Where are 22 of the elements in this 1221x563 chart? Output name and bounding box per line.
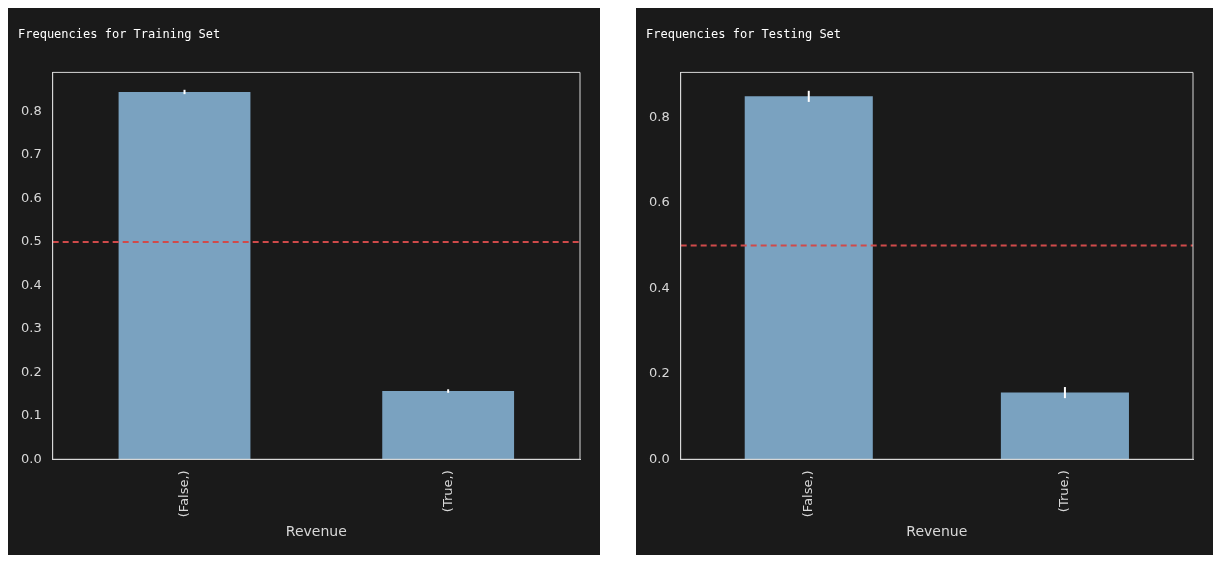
x-axis-title: Revenue (906, 523, 968, 540)
y-tick-label: 0.1 (20, 407, 42, 423)
y-tick-label: 0.2 (20, 363, 42, 379)
x-axis-title: Revenue (285, 523, 347, 540)
y-tick-label: 0.3 (20, 320, 42, 336)
y-tick-label: 0.8 (20, 102, 42, 118)
y-tick-label: 0.5 (20, 233, 42, 249)
y-tick-label: 0.0 (648, 450, 670, 466)
x-tick-label: (True,) (439, 470, 455, 513)
chart-title: Frequencies for Training Set (18, 27, 221, 42)
chart-title: Frequencies for Testing Set (646, 27, 842, 42)
y-tick-label: 0.0 (20, 450, 42, 466)
y-tick-label: 0.8 (648, 108, 670, 124)
x-tick-label: (False,) (175, 470, 191, 518)
y-tick-label: 0.2 (648, 365, 670, 381)
x-tick-label: (True,) (1056, 470, 1072, 513)
x-tick-label: (False,) (800, 470, 816, 518)
y-tick-label: 0.7 (20, 146, 42, 162)
y-tick-label: 0.4 (648, 279, 670, 295)
y-tick-label: 0.4 (20, 276, 42, 292)
y-tick-label: 0.6 (648, 194, 670, 210)
y-tick-label: 0.6 (20, 189, 42, 205)
